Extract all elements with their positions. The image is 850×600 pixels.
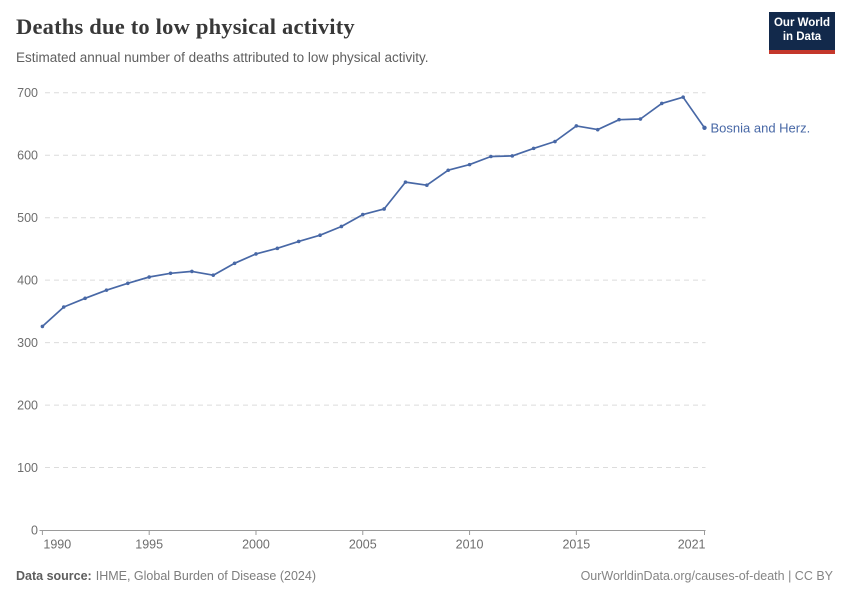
data-point-2009[interactable]	[446, 168, 451, 173]
data-point-2014[interactable]	[553, 139, 557, 144]
chart-subtitle: Estimated annual number of deaths attrib…	[16, 50, 429, 65]
owid-logo-line1: Our World	[773, 17, 830, 30]
x-tick-label-2021: 2021	[678, 538, 706, 552]
license-link[interactable]: OurWorldinData.org/causes-of-death | CC …	[580, 569, 833, 583]
data-point-2011[interactable]	[489, 154, 493, 159]
data-point-1995[interactable]	[147, 275, 151, 279]
y-tick-label-500: 500	[17, 211, 38, 225]
data-source-text: IHME, Global Burden of Disease (2024)	[95, 569, 316, 583]
data-point-2006[interactable]	[382, 207, 386, 211]
data-point-2013[interactable]	[531, 146, 536, 151]
owid-logo-line2: in Data	[782, 31, 822, 43]
x-tick-label-2000: 2000	[242, 538, 270, 552]
data-point-1998[interactable]	[211, 273, 216, 277]
data-point-1997[interactable]	[190, 269, 194, 274]
x-tick-label-1990: 1990	[43, 538, 71, 552]
data-point-2007[interactable]	[403, 180, 408, 184]
data-source-label: Data source:	[16, 569, 92, 583]
data-point-1996[interactable]	[168, 271, 173, 276]
data-point-1994[interactable]	[126, 281, 130, 286]
y-tick-label-200: 200	[17, 398, 38, 412]
y-tick-label-600: 600	[17, 149, 38, 163]
y-tick-label-700: 700	[17, 86, 38, 100]
series-end-label: Bosnia and Herz.	[711, 120, 811, 135]
data-point-2001[interactable]	[275, 246, 280, 251]
y-tick-label-400: 400	[17, 273, 38, 287]
data-point-2017[interactable]	[617, 117, 621, 122]
data-point-2000[interactable]	[254, 252, 258, 256]
page-title: Deaths due to low physical activity	[16, 14, 355, 39]
data-point-2003[interactable]	[318, 233, 322, 238]
data-point-2005[interactable]	[360, 212, 365, 217]
data-point-2012[interactable]	[510, 154, 515, 158]
data-point-2015[interactable]	[574, 124, 579, 128]
data-point-1993[interactable]	[104, 288, 109, 292]
data-point-2016[interactable]	[595, 127, 600, 132]
data-point-2018[interactable]	[638, 117, 643, 121]
data-point-2019[interactable]	[659, 101, 664, 106]
y-tick-label-300: 300	[17, 336, 38, 350]
y-tick-label-100: 100	[17, 461, 38, 475]
data-point-1991[interactable]	[61, 305, 66, 309]
x-tick-label-2005: 2005	[349, 538, 377, 552]
data-point-2020[interactable]	[681, 95, 685, 99]
data-point-2002[interactable]	[296, 239, 301, 244]
y-tick-label-0: 0	[31, 523, 38, 537]
x-tick-label-2015: 2015	[562, 538, 590, 552]
data-point-2010[interactable]	[467, 162, 472, 167]
owid-logo[interactable]: Our World in Data	[769, 12, 835, 54]
data-point-2004[interactable]	[339, 224, 344, 229]
data-point-1999[interactable]	[232, 261, 237, 266]
series-line	[41, 96, 706, 328]
x-tick-label-1995: 1995	[135, 538, 163, 552]
data-point-1990[interactable]	[40, 324, 45, 329]
data-point-1992[interactable]	[83, 296, 87, 301]
data-point-2021[interactable]	[702, 125, 707, 130]
data-point-2008[interactable]	[425, 183, 429, 188]
data-source: Data source: IHME, Global Burden of Disea…	[16, 569, 316, 583]
x-tick-label-2010: 2010	[456, 538, 484, 552]
